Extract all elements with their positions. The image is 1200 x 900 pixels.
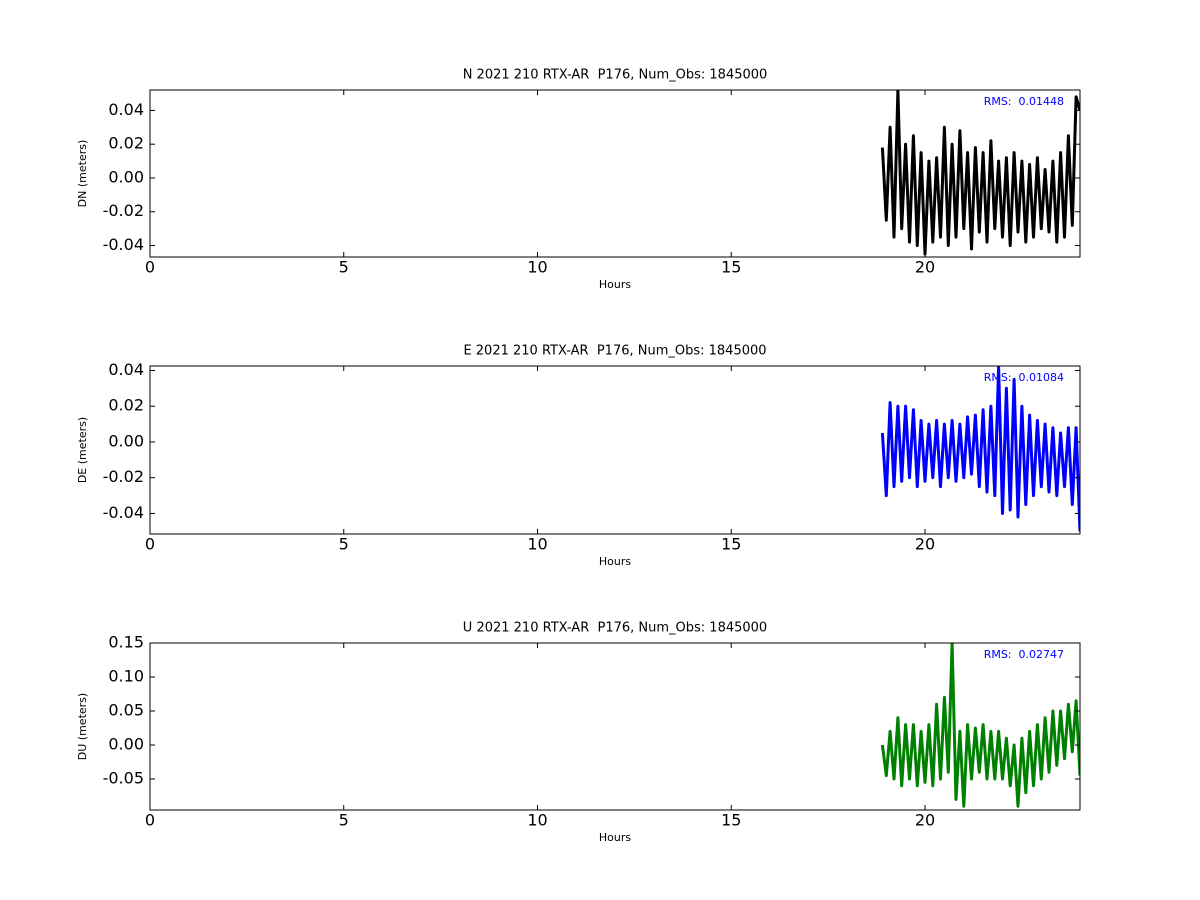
plot-frame xyxy=(149,89,1081,258)
y-tick-label: -0.05 xyxy=(103,768,144,787)
x-tick-label: 10 xyxy=(527,535,547,554)
y-tick-label: 0.00 xyxy=(108,167,144,186)
y-axis-label: DE (meters) xyxy=(76,417,89,483)
plot-frame xyxy=(149,365,1081,535)
y-tick-label: -0.04 xyxy=(103,235,144,254)
y-tick-label: 0.00 xyxy=(108,431,144,450)
y-tick-label: -0.04 xyxy=(103,503,144,522)
y-tick-label: -0.02 xyxy=(103,467,144,486)
data-line xyxy=(880,643,1080,808)
y-axis-label: DU (meters) xyxy=(76,693,89,760)
x-axis-label: Hours xyxy=(599,278,631,291)
data-line xyxy=(880,366,1080,532)
x-tick-label: 15 xyxy=(721,258,741,277)
x-axis-label: Hours xyxy=(599,555,631,568)
x-tick-label: 20 xyxy=(915,258,935,277)
x-tick-label: 0 xyxy=(145,535,155,554)
x-tick-label: 15 xyxy=(721,535,741,554)
x-tick-label: 20 xyxy=(915,811,935,830)
chart-title: N 2021 210 RTX-AR P176, Num_Obs: 1845000 xyxy=(463,68,768,83)
data-line xyxy=(880,90,1080,256)
x-tick-label: 20 xyxy=(915,535,935,554)
x-tick-label: 0 xyxy=(145,811,155,830)
x-tick-label: 15 xyxy=(721,811,741,830)
annotation: RMS: 0.01084 xyxy=(984,371,1064,384)
x-tick-label: 0 xyxy=(145,258,155,277)
x-tick-label: 5 xyxy=(339,258,349,277)
y-tick-label: 0.02 xyxy=(108,396,144,415)
y-axis-label: DN (meters) xyxy=(76,140,89,208)
chart-title: E 2021 210 RTX-AR P176, Num_Obs: 1845000 xyxy=(463,344,766,359)
y-tick-label: 0.00 xyxy=(108,734,144,753)
y-tick-label: 0.04 xyxy=(108,360,144,379)
x-axis-label: Hours xyxy=(599,831,631,844)
x-tick-label: 10 xyxy=(527,258,547,277)
y-tick-label: -0.02 xyxy=(103,201,144,220)
y-tick-label: 0.04 xyxy=(108,100,144,119)
chart-title: U 2021 210 RTX-AR P176, Num_Obs: 1845000 xyxy=(463,621,767,636)
x-tick-label: 5 xyxy=(339,535,349,554)
y-tick-label: 0.10 xyxy=(108,666,144,685)
x-tick-label: 5 xyxy=(339,811,349,830)
y-tick-label: 0.02 xyxy=(108,134,144,153)
annotation: RMS: 0.02747 xyxy=(984,648,1064,661)
plot-frame xyxy=(149,642,1081,811)
annotation: RMS: 0.01448 xyxy=(984,95,1064,108)
x-tick-label: 10 xyxy=(527,811,547,830)
y-tick-label: 0.15 xyxy=(108,633,144,652)
y-tick-label: 0.05 xyxy=(108,700,144,719)
